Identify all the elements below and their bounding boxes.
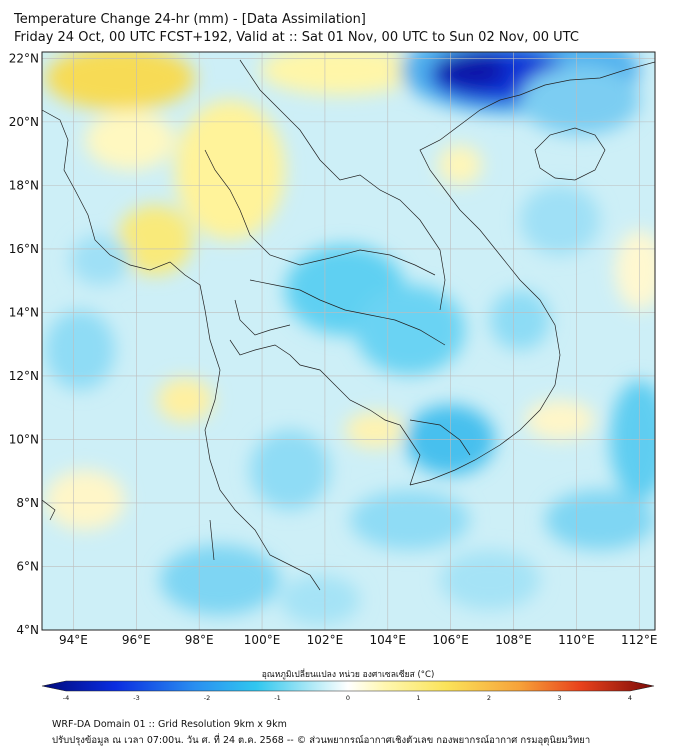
longitude-tick-label: 104°E [370,633,407,647]
longitude-tick-label: 94°E [59,633,88,647]
colorbar-tick-labels: -4 -3 -2 -1 0 1 2 3 4 [63,694,632,700]
colorbar-tick-label: -4 [63,694,69,700]
latitude-tick-label: 12°N [9,369,39,383]
colorbar-tick-label: -2 [204,694,210,700]
footer-credit: ปรับปรุงข้อมูล ณ เวลา 07:00น. วัน ศ. ที่… [52,735,591,746]
longitude-tick-label: 110°E [558,633,595,647]
latitude-tick-label: 8°N [16,496,39,510]
colorbar-tick-label: 1 [416,694,420,700]
colorbar-tick-label: 0 [346,694,350,700]
latitude-tick-labels: 22°N 20°N 18°N 16°N 14°N 12°N 10°N 8°N 6°N 4°N [9,51,39,637]
latitude-tick-label: 6°N [16,559,39,573]
temperature-field [42,52,655,630]
longitude-tick-label: 96°E [122,633,151,647]
latitude-tick-label: 20°N [9,115,39,129]
latitude-tick-label: 18°N [9,178,39,192]
colorbar-tick-label: 3 [557,694,561,700]
graticule [42,52,655,630]
map-subtitle: Friday 24 Oct, 00 UTC FCST+192, Valid at… [14,30,579,45]
temperature-change-map: 94°E 96°E 98°E 100°E 102°E 104°E 106°E 108°E 110… [9,51,658,700]
latitude-tick-label: 16°N [9,242,39,256]
coastlines-and-borders [42,59,655,591]
longitude-tick-label: 112°E [621,633,658,647]
latitude-tick-label: 14°N [9,305,39,319]
longitude-tick-label: 108°E [495,633,532,647]
colorbar-tick-label: 4 [628,694,632,700]
colorbar-label: อุณหภูมิเปลี่ยนแปลง หน่วย องศาเซลเซียส (… [262,668,435,680]
longitude-tick-label: 106°E [432,633,469,647]
map-frame [41,51,656,631]
footer-model-info: WRF-DA Domain 01 :: Grid Resolution 9km … [52,719,287,730]
map-title: Temperature Change 24-hr (mm) - [Data As… [14,12,366,27]
longitude-tick-label: 100°E [244,633,281,647]
longitude-tick-labels: 94°E 96°E 98°E 100°E 102°E 104°E 106°E 108°E 110… [59,633,658,647]
latitude-tick-label: 10°N [9,432,39,446]
colorbar-tick-label: -1 [274,694,280,700]
latitude-tick-label: 4°N [16,623,39,637]
longitude-tick-label: 98°E [185,633,214,647]
longitude-tick-label: 102°E [307,633,344,647]
colorbar-tick-label: 2 [487,694,491,700]
colorbar [41,680,655,692]
latitude-tick-label: 22°N [9,51,39,65]
colorbar-tick-label: -3 [133,694,139,700]
